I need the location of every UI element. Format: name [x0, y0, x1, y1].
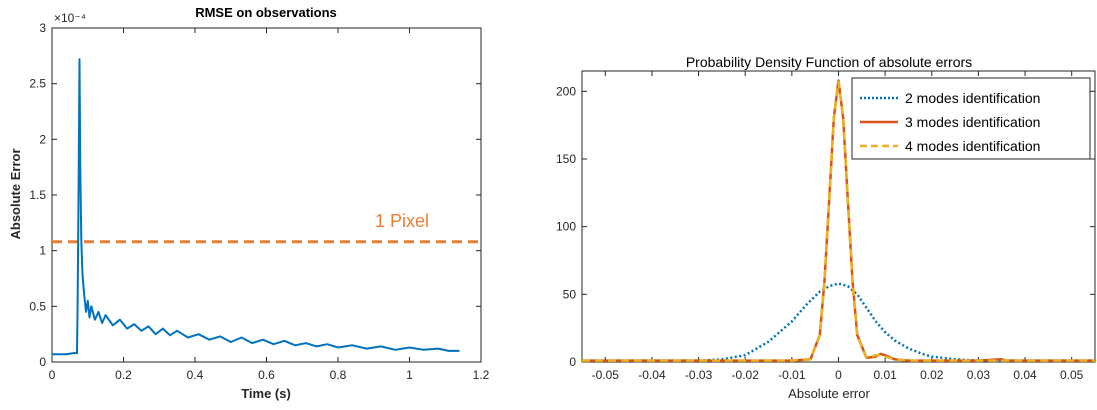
pdf-y-tick-label: 100	[556, 220, 576, 234]
pdf-x-tick-label: 0.02	[920, 368, 944, 382]
rmse-series-line-0	[52, 58, 460, 356]
rmse-y-tick-label: 1	[39, 244, 46, 258]
pdf-series-line-0	[582, 282, 1095, 362]
legend-label-3-modes: 3 modes identification	[905, 114, 1040, 130]
rmse-x-tick-label: 0	[49, 368, 56, 382]
pdf-y-tick-label: 0	[569, 355, 576, 369]
legend-label-2-modes: 2 modes identification	[905, 90, 1040, 106]
rmse-y-tick-label: 1.5	[29, 188, 46, 202]
pdf-y-tick-label: 50	[563, 287, 577, 301]
pdf-x-tick-label: 0	[835, 368, 842, 382]
pdf-chart-title: Probability Density Function of absolute…	[686, 54, 972, 70]
rmse-x-axis-label: Time (s)	[241, 386, 291, 401]
pdf-chart: Probability Density Function of absolute…	[556, 54, 1096, 401]
pdf-x-tick-label: -0.03	[685, 368, 713, 382]
pdf-series-line-2	[582, 80, 1095, 362]
rmse-x-tick-label: 1.2	[473, 368, 490, 382]
rmse-y-tick-label: 0.5	[29, 299, 46, 313]
legend-label-4-modes: 4 modes identification	[905, 138, 1040, 154]
pdf-y-tick-label: 150	[556, 152, 576, 166]
rmse-x-tick-label: 1	[406, 368, 413, 382]
pdf-x-tick-label: -0.02	[732, 368, 760, 382]
pdf-x-tick-label: 0.03	[967, 368, 991, 382]
rmse-y-tick-label: 0	[39, 355, 46, 369]
pdf-plot-area: -0.05 -0.04 -0.03 -0.02 -0.01 0 0.01 0.02 0.03 0.…	[556, 70, 1096, 382]
rmse-y-axis-label: Absolute Error	[8, 148, 23, 239]
rmse-y-tick-label: 2	[39, 132, 46, 146]
rmse-y-tick-label: 2.5	[29, 77, 46, 91]
pdf-x-tick-label: 0.04	[1013, 368, 1037, 382]
rmse-x-tick-label: 0.6	[258, 368, 275, 382]
one-pixel-annotation: 1 Pixel	[375, 211, 429, 231]
pdf-x-axis-label: Absolute error	[788, 386, 870, 401]
pdf-y-tick-label: 200	[556, 84, 576, 98]
pdf-x-tick-label: -0.05	[592, 368, 620, 382]
rmse-x-tick-label: 0.4	[187, 368, 204, 382]
legend-box	[851, 77, 1091, 160]
rmse-chart: RMSE on observations ×10⁻⁴ 0 0.2 0.4 0.6 0.8…	[8, 5, 490, 401]
pdf-x-tick-label: -0.01	[778, 368, 806, 382]
rmse-x-tick-label: 0.2	[115, 368, 132, 382]
rmse-chart-title: RMSE on observations	[195, 5, 337, 20]
rmse-x-tick-label: 0.8	[330, 368, 347, 382]
pdf-x-tick-label: 0.01	[873, 368, 897, 382]
rmse-axes-frame	[51, 27, 482, 363]
pdf-x-tick-label: -0.04	[638, 368, 666, 382]
rmse-y-tick-label: 3	[39, 21, 46, 35]
rmse-plot-area: 0 0.2 0.4 0.6 0.8 1 1.2 0 0.5 1 1.5 2 2.5 3	[29, 21, 489, 382]
pdf-legend: 2 modes identification 3 modes identific…	[851, 77, 1091, 160]
pdf-x-tick-label: 0.05	[1060, 368, 1084, 382]
rmse-y-exponent: ×10⁻⁴	[54, 11, 86, 25]
